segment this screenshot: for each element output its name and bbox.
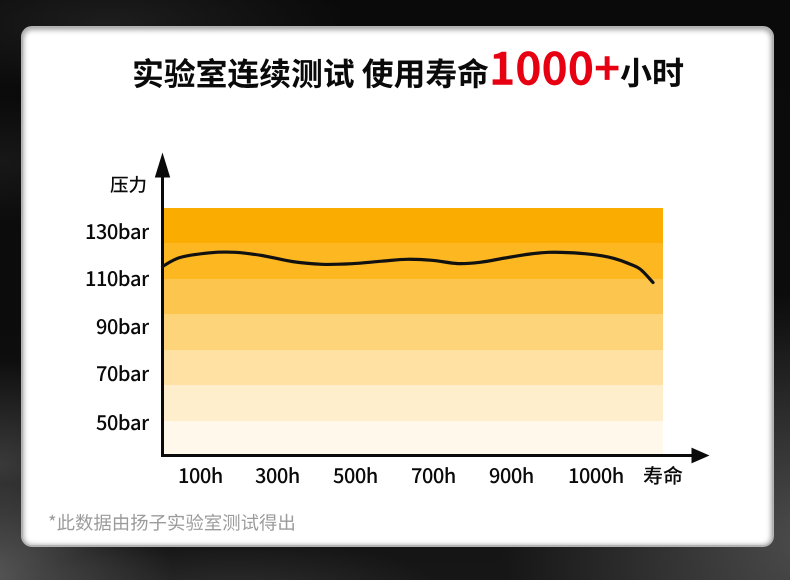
band-2 [164, 243, 663, 279]
x-tick-300h [255, 467, 299, 484]
band-7 [164, 420, 663, 456]
title-prefix [133, 57, 488, 89]
y-tick-50bar [96, 414, 149, 431]
pressure-gradient-bands [164, 208, 663, 456]
x-axis-arrow-icon [691, 447, 710, 464]
title-suffix [620, 57, 683, 88]
x-tick-1000h [569, 467, 623, 484]
title-highlight [492, 51, 618, 86]
band-5 [164, 349, 663, 386]
x-tick-寿命 [643, 466, 682, 486]
y-tick-130bar [86, 223, 149, 240]
x-axis [161, 447, 710, 464]
x-tick-900h [489, 467, 533, 484]
x-tick-700h [412, 467, 455, 484]
x-tick-500h [333, 467, 377, 484]
y-tick-110bar [86, 269, 149, 286]
band-3 [164, 278, 663, 315]
pressure-curve [160, 250, 655, 285]
y-axis-title [110, 175, 145, 193]
y-tick-90bar [96, 318, 149, 335]
band-6 [164, 385, 663, 421]
y-tick-70bar [97, 365, 149, 382]
band-1 [164, 208, 663, 244]
y-axis-arrow-icon [154, 152, 171, 178]
y-axis [154, 152, 171, 457]
footnote [48, 513, 294, 531]
x-tick-100h [179, 467, 222, 484]
band-4 [164, 314, 663, 350]
